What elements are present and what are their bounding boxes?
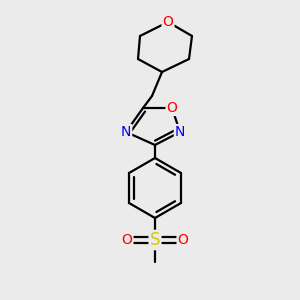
Text: N: N	[121, 125, 131, 139]
Text: N: N	[175, 125, 185, 139]
Text: S: S	[150, 231, 160, 249]
Text: O: O	[122, 233, 132, 247]
Text: O: O	[163, 15, 173, 29]
Text: O: O	[167, 101, 177, 115]
Text: O: O	[178, 233, 188, 247]
